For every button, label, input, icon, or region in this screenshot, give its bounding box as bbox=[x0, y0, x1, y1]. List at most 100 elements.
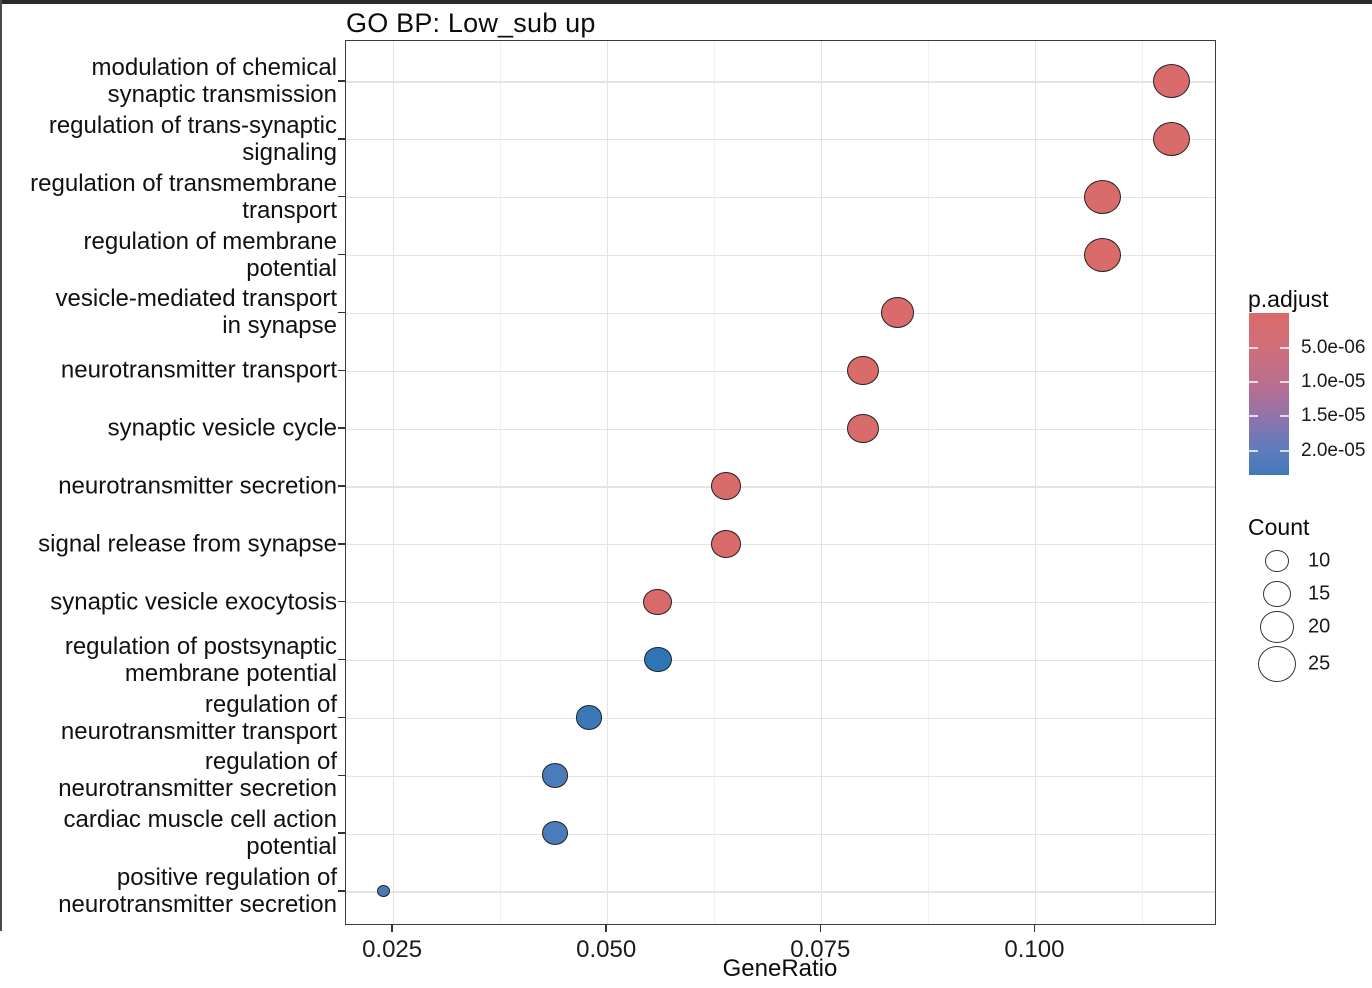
gridline-y-major bbox=[346, 312, 1215, 314]
gridline-y-major bbox=[346, 775, 1215, 777]
data-point bbox=[711, 472, 742, 500]
gridline-x-major bbox=[1034, 41, 1036, 924]
padjust-legend-title: p.adjust bbox=[1248, 286, 1329, 312]
data-point bbox=[376, 884, 391, 898]
gridline-y-major bbox=[346, 602, 1215, 604]
data-point bbox=[541, 763, 569, 788]
window-left-border bbox=[0, 0, 2, 931]
y-axis-tick-mark bbox=[338, 890, 345, 892]
gridline-x-minor bbox=[1142, 41, 1143, 924]
padjust-colorbar bbox=[1249, 313, 1289, 475]
x-axis-tick-mark bbox=[391, 925, 393, 932]
gridline-y-major bbox=[346, 255, 1215, 257]
data-point bbox=[880, 297, 915, 328]
colorbar-tick-dash bbox=[1249, 450, 1258, 452]
y-axis-category-label: positive regulation of neurotransmitter s… bbox=[58, 864, 337, 918]
data-point bbox=[847, 413, 879, 443]
y-axis-category-label: synaptic vesicle cycle bbox=[107, 414, 337, 442]
data-point bbox=[643, 646, 672, 673]
y-axis-category-label: regulation of neurotransmitter transport bbox=[60, 690, 337, 745]
x-axis-tick-label: 0.100 bbox=[1004, 936, 1065, 963]
colorbar-tick-dash bbox=[1280, 347, 1289, 349]
count-legend-circle bbox=[1260, 611, 1294, 643]
gridline-x-minor bbox=[499, 41, 501, 924]
data-point bbox=[1084, 179, 1122, 214]
count-legend-label: 10 bbox=[1308, 549, 1331, 572]
gridline-y-major bbox=[346, 544, 1215, 546]
y-axis-category-label: regulation of postsynaptic membrane poten… bbox=[64, 632, 337, 687]
y-axis-category-label: regulation of membrane potential bbox=[83, 227, 337, 282]
y-axis-category-label: cardiac muscle cell action potential bbox=[63, 806, 337, 861]
colorbar-tick-dash bbox=[1280, 450, 1289, 452]
y-axis-tick-mark bbox=[338, 80, 345, 82]
y-axis-category-label: regulation of trans-synaptic signaling bbox=[48, 111, 337, 166]
y-axis-tick-mark bbox=[338, 774, 345, 777]
x-axis-tick-mark bbox=[819, 925, 822, 932]
gridline-y-major bbox=[346, 428, 1215, 430]
gridline-x-major bbox=[820, 41, 822, 924]
y-axis-tick-mark bbox=[338, 427, 345, 429]
gridline-y-major bbox=[346, 486, 1215, 488]
colorbar-tick-dash bbox=[1280, 381, 1289, 383]
colorbar-tick-dash bbox=[1249, 415, 1258, 417]
chart-title: GO BP: Low_sub up bbox=[346, 8, 596, 38]
window-top-border bbox=[0, 0, 1372, 4]
y-axis-tick-mark bbox=[338, 485, 345, 487]
y-axis-tick-mark bbox=[338, 600, 345, 603]
padjust-tick-label: 5.0e-06 bbox=[1301, 337, 1366, 358]
y-axis-category-label: vesicle-mediated transport in synapse bbox=[55, 285, 337, 340]
y-axis-tick-mark bbox=[338, 138, 345, 140]
y-axis-tick-mark bbox=[338, 195, 345, 198]
y-axis-category-label: signal release from synapse bbox=[38, 530, 337, 558]
x-axis-tick-label: 0.075 bbox=[790, 936, 851, 963]
x-axis-tick-label: 0.050 bbox=[576, 936, 637, 963]
x-axis-tick-mark bbox=[1033, 925, 1036, 932]
plot-panel bbox=[345, 40, 1216, 925]
data-point bbox=[1153, 64, 1190, 98]
gridline-y-major bbox=[346, 197, 1215, 199]
gridline-y-major bbox=[346, 370, 1215, 372]
data-point bbox=[847, 355, 880, 385]
gridline-x-minor bbox=[927, 41, 929, 924]
gridline-x-major bbox=[606, 41, 608, 924]
y-axis-tick-mark bbox=[338, 543, 345, 545]
y-axis-category-label: synaptic vesicle exocytosis bbox=[50, 588, 337, 616]
x-axis-tick-label: 0.025 bbox=[362, 936, 423, 963]
data-point bbox=[643, 588, 672, 615]
colorbar-tick-dash bbox=[1249, 347, 1258, 349]
padjust-tick-label: 1.0e-05 bbox=[1301, 371, 1366, 392]
gridline-x-major bbox=[392, 41, 394, 924]
colorbar-tick-dash bbox=[1280, 415, 1289, 417]
colorbar-tick-dash bbox=[1249, 381, 1258, 383]
y-axis-tick-mark bbox=[338, 716, 345, 719]
padjust-tick-label: 1.5e-05 bbox=[1301, 405, 1366, 426]
x-axis-tick-mark bbox=[605, 925, 607, 932]
data-point bbox=[575, 705, 603, 730]
count-legend-label: 20 bbox=[1308, 615, 1331, 638]
gridline-y-major bbox=[346, 81, 1215, 83]
y-axis-category-label: regulation of neurotransmitter secretion bbox=[58, 748, 337, 803]
y-axis-category-label: modulation of chemical synaptic transmiss… bbox=[91, 54, 337, 108]
y-axis-tick-mark bbox=[338, 253, 345, 256]
x-axis-title: GeneRatio bbox=[722, 955, 838, 982]
y-axis-tick-mark bbox=[338, 369, 345, 372]
y-axis-tick-mark bbox=[338, 832, 345, 834]
count-legend-circle bbox=[1263, 580, 1291, 608]
count-legend-circle bbox=[1258, 646, 1296, 683]
gridline-y-major bbox=[346, 891, 1215, 893]
y-axis-tick-mark bbox=[338, 658, 345, 661]
y-axis-category-label: neurotransmitter transport bbox=[60, 356, 337, 384]
data-point bbox=[541, 820, 569, 846]
y-axis-category-label: neurotransmitter secretion bbox=[58, 472, 337, 500]
count-legend-label: 15 bbox=[1308, 582, 1331, 605]
count-legend-title: Count bbox=[1248, 514, 1310, 540]
count-legend-label: 25 bbox=[1308, 652, 1331, 675]
gridline-y-major bbox=[346, 833, 1215, 835]
gridline-y-major bbox=[346, 717, 1215, 720]
data-point bbox=[711, 530, 742, 558]
data-point bbox=[1084, 237, 1122, 272]
y-axis-tick-mark bbox=[338, 311, 345, 314]
count-legend-circle bbox=[1265, 549, 1289, 573]
y-axis-category-label: regulation of transmembrane transport bbox=[30, 169, 337, 224]
